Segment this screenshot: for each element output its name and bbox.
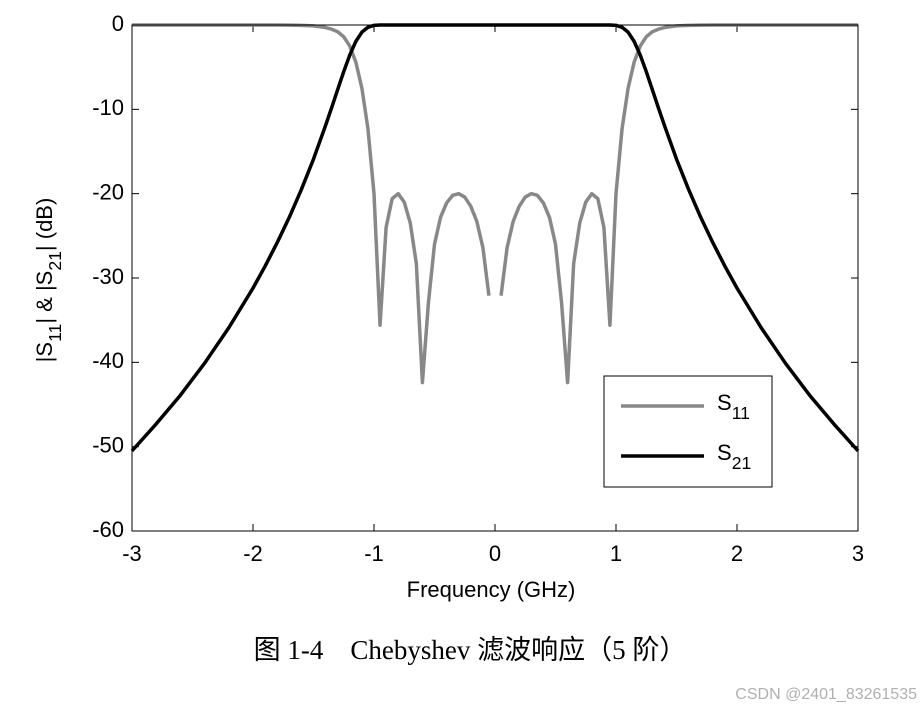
x-tick-label: 1 [610,541,622,566]
legend-box [603,375,773,488]
y-tick-label: -50 [92,432,124,457]
x-axis-label: Frequency (GHz) [407,577,576,602]
caption: 图 1-4 Chebyshev 滤波响应（5 阶） [254,635,687,665]
x-tick-label: -1 [364,541,384,566]
y-tick-label: 0 [112,11,124,36]
y-tick-label: -60 [92,517,124,542]
x-tick-label: 3 [852,541,864,566]
watermark: CSDN @2401_83261535 [735,686,917,703]
y-tick-label: -30 [92,264,124,289]
x-tick-label: -3 [122,541,142,566]
x-tick-label: 0 [489,541,501,566]
x-tick-label: -2 [243,541,263,566]
y-tick-label: -10 [92,95,124,120]
plot-frame [131,24,859,532]
y-tick-label: -20 [92,179,124,204]
y-tick-label: -40 [92,348,124,373]
x-tick-label: 2 [731,541,743,566]
